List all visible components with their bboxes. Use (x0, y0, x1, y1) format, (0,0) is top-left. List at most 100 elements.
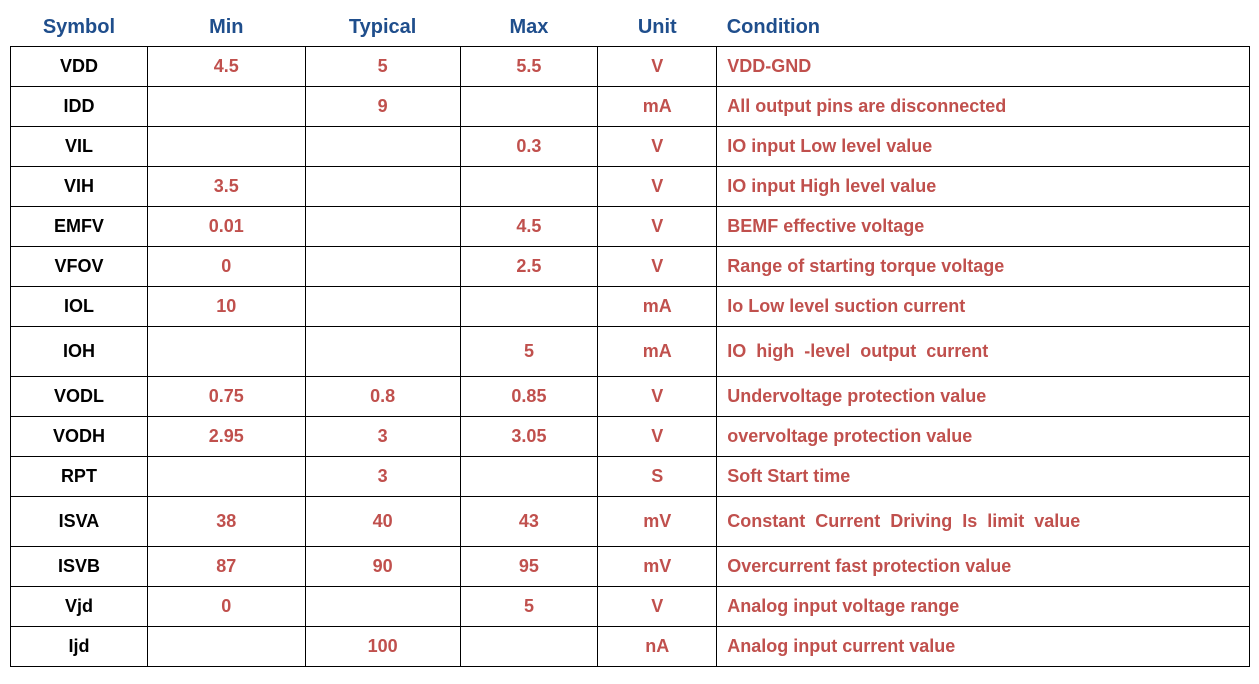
table-cell (459, 286, 599, 327)
table-cell: V (597, 416, 718, 457)
table-cell: VDD-GND (716, 46, 1250, 87)
column-header: Min (147, 8, 306, 47)
table-cell: 4.5 (146, 46, 306, 87)
table-cell: 2.5 (459, 246, 599, 287)
table-cell: mA (597, 86, 718, 127)
table-cell: V (597, 376, 718, 417)
table-cell: BEMF effective voltage (716, 206, 1250, 247)
table-cell: 3.5 (146, 166, 306, 207)
table-cell: 5 (459, 326, 599, 377)
column-header: Unit (597, 8, 717, 47)
table-row: ISVA 38 40 43 mV Constant Current Driving Is … (10, 496, 1250, 547)
table-cell: Ijd (10, 626, 148, 667)
table-cell: ISVB (10, 546, 148, 587)
table-cell: 0.3 (459, 126, 599, 167)
table-cell: 38 (146, 496, 306, 547)
table-cell (459, 626, 599, 667)
table-cell: VDD (10, 46, 148, 87)
table-cell: V (597, 126, 718, 167)
table-cell: Range of starting torque voltage (716, 246, 1250, 287)
table-cell: mV (597, 546, 718, 587)
table-cell (146, 86, 306, 127)
table-cell: 3 (304, 456, 461, 497)
table-cell: 40 (304, 496, 461, 547)
table-cell (146, 126, 306, 167)
table-cell: mV (597, 496, 718, 547)
table-cell: V (597, 246, 718, 287)
table-row: Vjd 0 5 V Analog input voltage range (10, 586, 1250, 627)
spec-table: Symbol Min Typical Max Unit Condition VDD 4.5 5… (10, 8, 1250, 667)
table-cell: Analog input voltage range (716, 586, 1250, 627)
table-cell: V (597, 46, 718, 87)
table-header: Symbol Min Typical Max Unit Condition (10, 8, 1250, 47)
table-cell (459, 456, 599, 497)
column-header: Condition (716, 8, 1250, 47)
table-cell (146, 626, 306, 667)
table-cell: nA (597, 626, 718, 667)
table-cell (459, 86, 599, 127)
table-cell: 5.5 (459, 46, 599, 87)
table-cell (304, 206, 461, 247)
table-cell: 0.8 (304, 376, 461, 417)
table-cell (146, 326, 306, 377)
table-cell: S (597, 456, 718, 497)
table-cell: 9 (304, 86, 461, 127)
column-header: Typical (305, 8, 461, 47)
table-cell: 4.5 (459, 206, 599, 247)
table-row: VIL 0.3 V IO input Low level value (10, 126, 1250, 167)
table-cell (304, 286, 461, 327)
table-cell: Undervoltage protection value (716, 376, 1250, 417)
table-cell (459, 166, 599, 207)
table-cell: VIL (10, 126, 148, 167)
table-cell: Analog input current value (716, 626, 1250, 667)
table-row: VFOV 0 2.5 V Range of starting torque voltag… (10, 246, 1250, 287)
table-cell: 10 (146, 286, 306, 327)
table-row: IOL 10 mA Io Low level suction current (10, 286, 1250, 327)
table-cell: 100 (304, 626, 461, 667)
table-row: IOH 5 mA IO high -level output current (10, 326, 1250, 377)
table-row: RPT 3 S Soft Start time (10, 456, 1250, 497)
table-cell (304, 166, 461, 207)
table-cell: mA (597, 326, 718, 377)
table-cell: 0 (146, 586, 306, 627)
table-cell: 0.85 (459, 376, 599, 417)
column-header: Symbol (10, 8, 148, 47)
table-cell: 3.05 (459, 416, 599, 457)
table-cell: IO input Low level value (716, 126, 1250, 167)
table-row: VIH 3.5 V IO input High level value (10, 166, 1250, 207)
table-cell: 0.75 (146, 376, 306, 417)
table-cell: 5 (304, 46, 461, 87)
table-cell: Soft Start time (716, 456, 1250, 497)
header-row: Symbol Min Typical Max Unit Condition (10, 8, 1250, 47)
table-cell (146, 456, 306, 497)
table-cell: IOL (10, 286, 148, 327)
table-cell: IDD (10, 86, 148, 127)
table-cell: overvoltage protection value (716, 416, 1250, 457)
table-cell: VODH (10, 416, 148, 457)
table-cell: mA (597, 286, 718, 327)
table-row: EMFV 0.01 4.5 V BEMF effective voltage (10, 206, 1250, 247)
table-cell: 2.95 (146, 416, 306, 457)
table-cell: 87 (146, 546, 306, 587)
table-cell: Io Low level suction current (716, 286, 1250, 327)
table-cell: VODL (10, 376, 148, 417)
table-cell (304, 126, 461, 167)
table-row: Ijd 100 nA Analog input current value (10, 626, 1250, 667)
table-cell: V (597, 206, 718, 247)
table-cell: 90 (304, 546, 461, 587)
table-cell: V (597, 166, 718, 207)
table-cell: EMFV (10, 206, 148, 247)
column-header: Max (460, 8, 598, 47)
table-cell: Constant Current Driving Is limit value (716, 496, 1250, 547)
table-cell: All output pins are disconnected (716, 86, 1250, 127)
table-row: IDD 9 mA All output pins are disconnected (10, 86, 1250, 127)
table-cell: ISVA (10, 496, 148, 547)
table-cell: VFOV (10, 246, 148, 287)
table-cell: 95 (459, 546, 599, 587)
table-cell: Overcurrent fast protection value (716, 546, 1250, 587)
table-row: VDD 4.5 5 5.5 V VDD-GND (10, 46, 1250, 87)
table-body: VDD 4.5 5 5.5 V VDD-GND IDD 9 mA All output pins … (10, 46, 1250, 667)
table-cell: V (597, 586, 718, 627)
